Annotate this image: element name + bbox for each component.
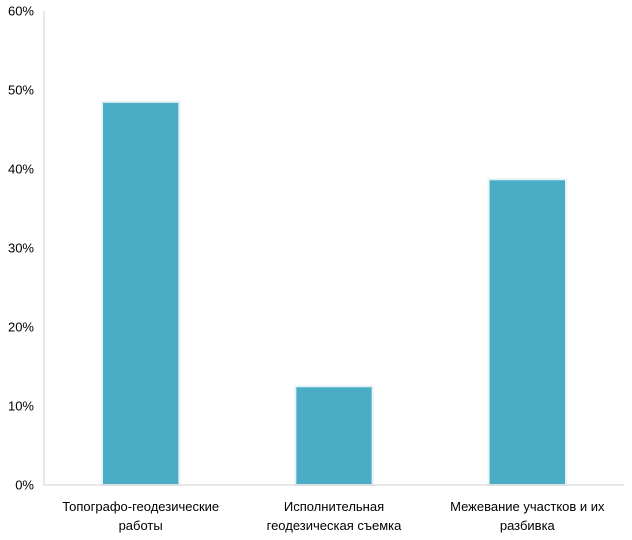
y-tick-label: 10% [8, 399, 34, 414]
x-category-label: геодезическая съемка [267, 518, 403, 533]
x-category-label: работы [119, 518, 163, 533]
y-tick-label: 50% [8, 83, 34, 98]
y-axis-ticks: 0% 10% 20% 30% 40% 50% 60% [8, 4, 34, 493]
y-tick-label: 60% [8, 4, 34, 19]
x-category-label: Межевание участков и их [450, 499, 605, 514]
y-tick-label: 20% [8, 320, 34, 335]
y-tick-label: 0% [15, 478, 34, 493]
y-tick-label: 40% [8, 162, 34, 177]
x-axis-labels: Топографо-геодезические работы Исполнитель… [62, 499, 605, 533]
x-category-label: Топографо-геодезические [62, 499, 219, 514]
x-category-label: разбивка [500, 518, 556, 533]
bar [294, 385, 374, 486]
x-category-label: Исполнительная [284, 499, 384, 514]
bar [101, 100, 181, 486]
chart-axes [43, 11, 624, 486]
bar-series [101, 100, 567, 487]
y-tick-label: 30% [8, 241, 34, 256]
bar [487, 178, 567, 487]
